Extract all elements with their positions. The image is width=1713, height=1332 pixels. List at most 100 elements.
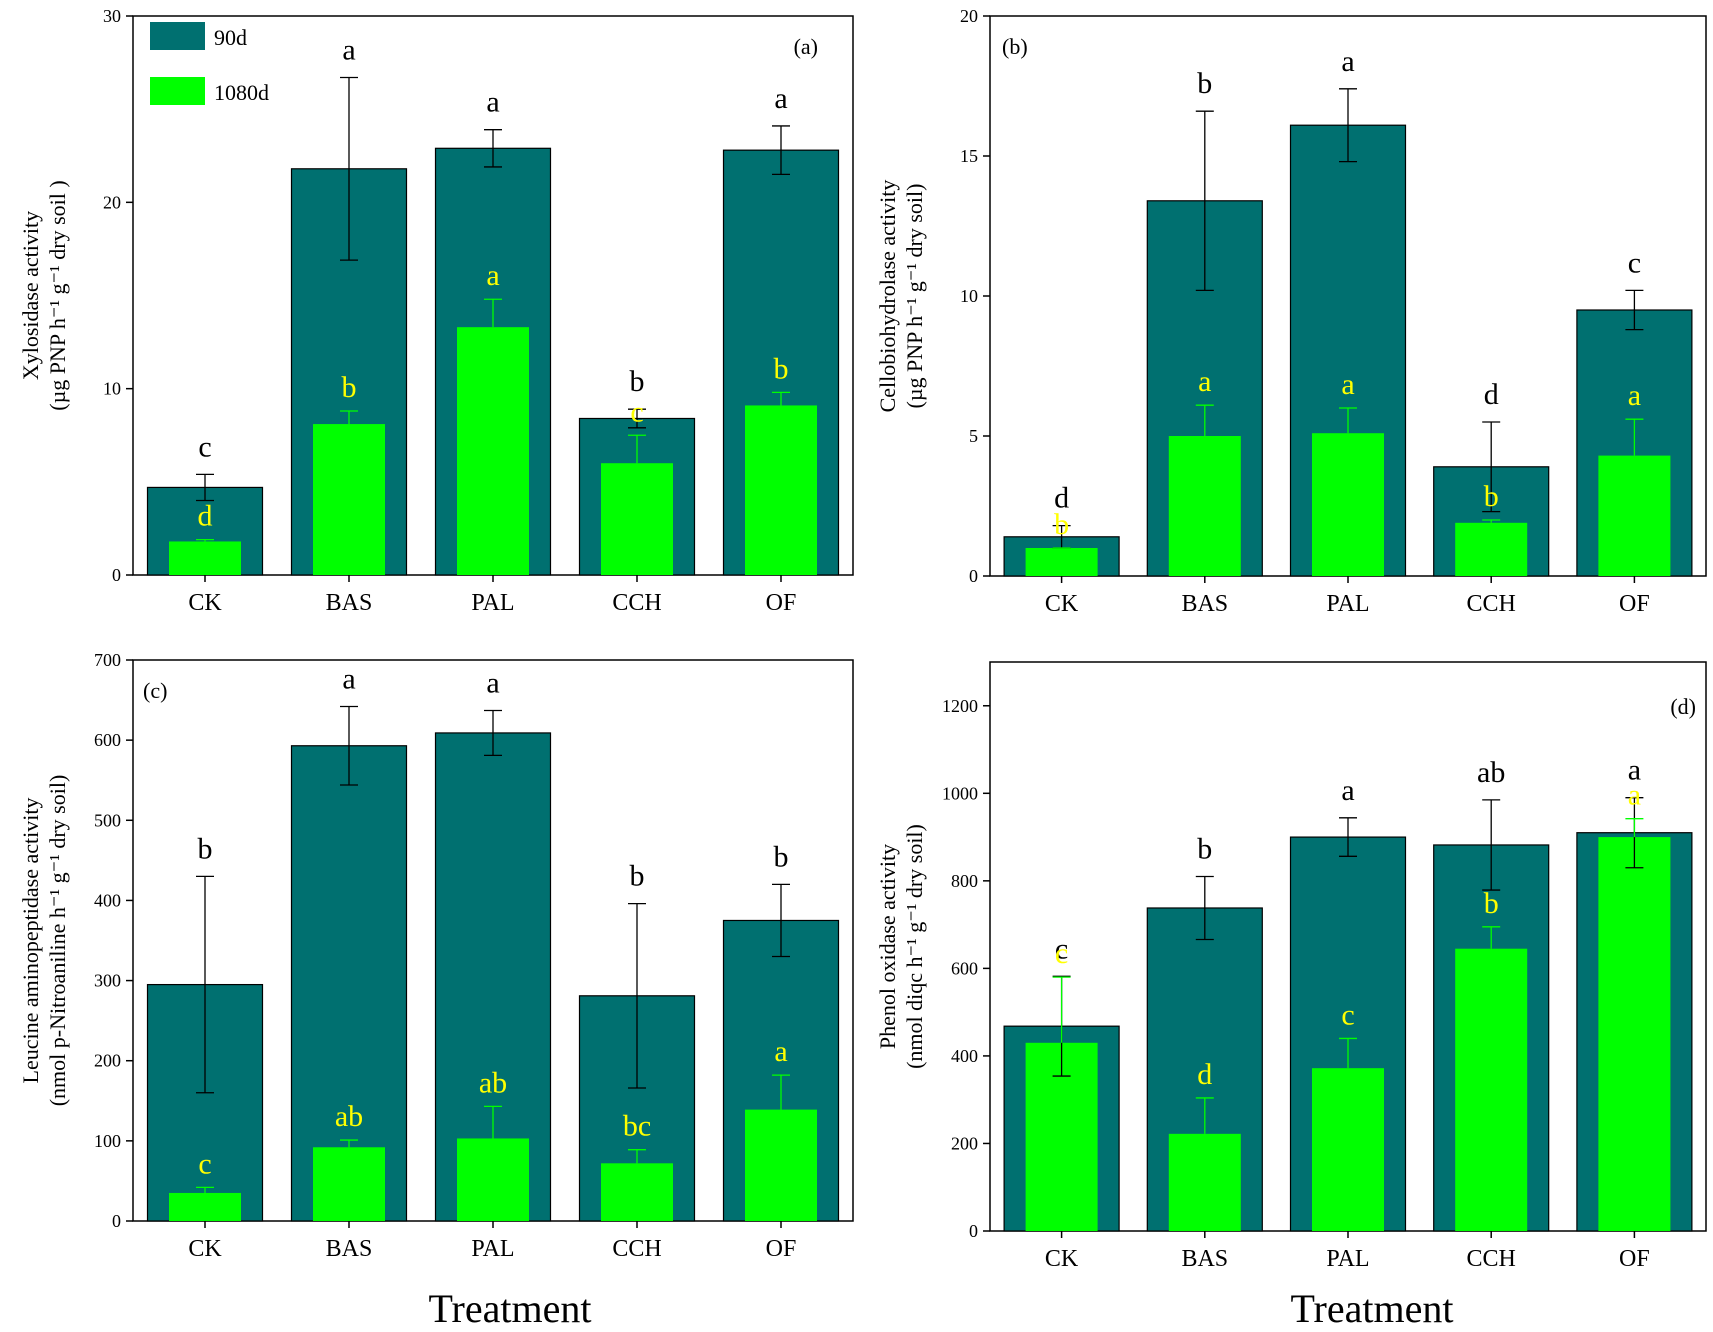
y-tick-label: 0	[112, 1211, 121, 1231]
y-axis-title: Xylosidase activity	[18, 211, 43, 380]
letter-1080d: a	[1341, 368, 1354, 401]
letter-90d: d	[1054, 482, 1069, 515]
letter-90d: b	[198, 832, 213, 865]
letter-90d: a	[342, 662, 355, 695]
bar-1080d	[1455, 948, 1528, 1231]
letter-90d: b	[630, 365, 645, 398]
letter-1080d: a	[1628, 379, 1641, 412]
bar-1080d	[1168, 436, 1241, 576]
y-tick-label: 10	[103, 379, 121, 399]
bar-1080d	[1312, 433, 1384, 576]
y-tick-label: 30	[103, 6, 121, 26]
bar-1080d	[745, 1109, 817, 1221]
y-axis-title: Phenol oxidase activity	[875, 844, 900, 1049]
y-tick-label: 1200	[942, 696, 978, 716]
y-tick-label: 20	[103, 192, 121, 212]
panel-label: (c)	[143, 678, 167, 703]
letter-1080d: b	[774, 352, 789, 385]
letter-1080d: b	[1054, 508, 1069, 541]
panel-b: 0 5 10 15 20 Cellobiohydrolase activity (µg PN…	[875, 6, 1707, 617]
bar-1080d	[601, 463, 673, 575]
letter-1080d: c	[198, 1147, 211, 1180]
x-tick-label: BAS	[1181, 591, 1228, 617]
letter-1080d: ab	[479, 1066, 507, 1099]
x-tick-label: CCH	[1467, 591, 1516, 617]
bar-1080d	[745, 405, 817, 575]
y-tick-label: 600	[94, 730, 121, 750]
bar-1080d	[601, 1163, 673, 1221]
letter-90d: a	[774, 82, 787, 115]
x-tick-label: PAL	[1326, 1246, 1369, 1272]
x-axis-title-right: Treatment	[1291, 1286, 1454, 1331]
y-tick-label: 0	[969, 566, 978, 586]
panel-label: (d)	[1670, 694, 1696, 719]
panel-d: 0 200 400 600 800 1000 1200 Phenol oxidase acti…	[875, 661, 1707, 1272]
y-axis-title: Cellobiohydrolase activity	[875, 180, 900, 413]
letter-1080d: b	[342, 371, 357, 404]
letter-90d: a	[1341, 774, 1354, 807]
bar-1080d	[169, 1192, 241, 1221]
letter-1080d: c	[1341, 998, 1354, 1031]
y-axis-title: Leucine aminopeptidase activity	[18, 798, 43, 1084]
x-tick-label: CCH	[1467, 1246, 1516, 1272]
y-tick-label: 800	[951, 871, 978, 891]
letter-90d: c	[1628, 246, 1641, 279]
panel-label: (a)	[794, 34, 818, 59]
letter-1080d: d	[1197, 1058, 1212, 1091]
x-tick-label: CK	[1045, 591, 1079, 617]
letter-90d: d	[1484, 378, 1499, 411]
letter-1080d: b	[1484, 887, 1499, 920]
letter-1080d: c	[1055, 937, 1068, 970]
letter-90d: ab	[1477, 756, 1505, 789]
legend-swatch-1080d	[150, 77, 205, 105]
y-tick-label: 500	[94, 810, 121, 830]
y-tick-label: 400	[94, 890, 121, 910]
y-axis-subtitle: (nmol p-Nitroaniline h⁻¹ g⁻¹ dry soil)	[45, 775, 70, 1107]
y-tick-label: 200	[94, 1051, 121, 1071]
letter-90d: b	[630, 860, 645, 893]
letter-1080d: ab	[335, 1100, 363, 1133]
letter-1080d: d	[198, 500, 213, 533]
y-axis-subtitle: (µg PNP h⁻¹ g⁻¹ dry soil )	[45, 180, 70, 410]
letter-90d: a	[486, 666, 499, 699]
letter-90d: a	[342, 33, 355, 66]
letter-90d: a	[486, 86, 499, 119]
letter-90d: c	[1055, 932, 1068, 965]
letter-90d: b	[774, 840, 789, 873]
y-tick-label: 200	[951, 1133, 978, 1153]
bar-1080d	[313, 424, 385, 575]
panel-label: (b)	[1002, 34, 1028, 59]
legend-label-1080d: 1080d	[214, 80, 269, 105]
letter-90d: a	[1341, 45, 1354, 78]
letter-1080d: a	[774, 1035, 787, 1068]
letter-90d: b	[1197, 832, 1212, 865]
legend-label-90d: 90d	[214, 25, 247, 50]
panel-a: 0 10 20 30 Xylosidase activity (µg PNP h⁻¹ g⁻…	[18, 6, 854, 616]
x-tick-label: CK	[188, 1236, 222, 1262]
letter-1080d: b	[1484, 480, 1499, 513]
bar-1080d	[1168, 1133, 1241, 1231]
x-tick-label: OF	[1619, 1246, 1650, 1272]
x-tick-label: CK	[1045, 1246, 1079, 1272]
x-tick-label: CK	[188, 590, 222, 616]
x-tick-label: BAS	[1181, 1246, 1228, 1272]
bar-1080d	[1598, 837, 1671, 1231]
bar-1080d	[457, 327, 529, 575]
y-tick-label: 100	[94, 1131, 121, 1151]
x-axis-title-left: Treatment	[429, 1286, 592, 1331]
letter-1080d: bc	[623, 1110, 651, 1143]
x-tick-label: PAL	[471, 1236, 514, 1262]
bar-1080d	[1598, 455, 1671, 576]
letter-90d: b	[1197, 67, 1212, 100]
bar-1080d	[169, 541, 241, 575]
letter-90d: a	[1628, 754, 1641, 787]
x-tick-label: BAS	[326, 1236, 373, 1262]
letter-1080d: a	[1628, 779, 1641, 812]
bar-1080d	[457, 1138, 529, 1221]
legend: 90d 1080d	[150, 22, 269, 105]
x-tick-label: PAL	[1326, 591, 1369, 617]
y-tick-label: 0	[112, 565, 121, 585]
y-tick-label: 600	[951, 958, 978, 978]
x-tick-label: OF	[766, 1236, 797, 1262]
y-tick-label: 5	[969, 426, 978, 446]
